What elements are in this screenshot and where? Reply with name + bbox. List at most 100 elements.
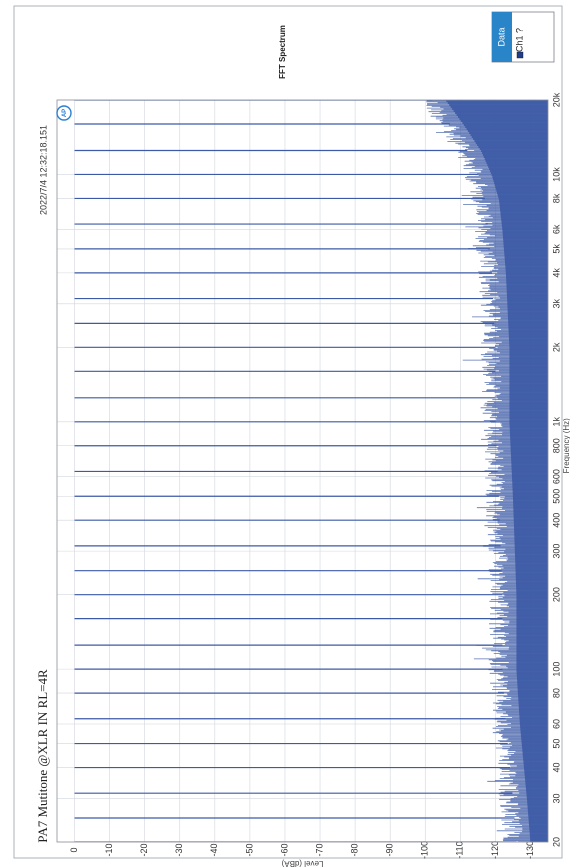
noise-floor-body	[513, 502, 548, 504]
noise-floor-body	[447, 102, 548, 104]
noise-floor-body	[507, 296, 548, 298]
noise-floor-body	[515, 572, 548, 574]
noise-floor-body	[481, 150, 548, 152]
noise-floor-body	[514, 544, 548, 546]
noise-floor-body	[511, 464, 548, 466]
noise-floor-body	[517, 682, 548, 684]
noise-floor-body	[515, 570, 548, 572]
noise-floor-body	[453, 110, 548, 112]
noise-floor-body	[521, 736, 548, 738]
noise-floor-body	[509, 434, 548, 436]
ap-logo-icon	[56, 105, 72, 121]
level-tick-label: -70	[314, 843, 324, 856]
noise-floor-body	[516, 662, 548, 664]
noise-floor-body	[522, 746, 548, 748]
noise-floor-body	[530, 838, 548, 840]
frequency-tick-label: 20k	[551, 92, 561, 107]
noise-floor-body	[517, 680, 548, 682]
noise-floor-body	[516, 620, 548, 622]
noise-floor-body	[516, 610, 548, 612]
frequency-tick-label: 200	[551, 587, 561, 602]
noise-floor-body	[526, 794, 548, 796]
noise-floor-body	[516, 648, 548, 650]
noise-floor-body	[508, 320, 548, 322]
noise-floor-body	[501, 222, 548, 224]
noise-floor-body	[517, 690, 548, 692]
noise-floor-body	[513, 506, 548, 508]
noise-floor-body	[509, 412, 548, 414]
noise-floor-body	[522, 754, 548, 756]
noise-floor-body	[489, 168, 548, 170]
noise-floor-body	[506, 292, 548, 294]
noise-floor-body	[523, 760, 548, 762]
noise-floor-body	[522, 756, 548, 758]
noise-floor-body	[514, 536, 548, 538]
noise-floor-body	[506, 286, 548, 288]
noise-floor-body	[506, 294, 548, 296]
noise-floor-body	[509, 372, 548, 374]
noise-floor-body	[510, 436, 548, 438]
noise-floor-body	[523, 766, 548, 768]
noise-floor-body	[516, 652, 548, 654]
noise-floor-body	[479, 148, 548, 150]
noise-floor-body	[516, 596, 548, 598]
noise-floor-body	[516, 646, 548, 648]
noise-floor-body	[511, 468, 548, 470]
noise-floor-body	[513, 516, 548, 518]
noise-floor-body	[516, 630, 548, 632]
noise-floor-body	[508, 330, 548, 332]
noise-floor-body	[520, 734, 548, 736]
noise-floor-body	[509, 358, 548, 360]
noise-floor-body	[515, 556, 548, 558]
noise-floor-body	[511, 456, 548, 458]
noise-floor-body	[513, 520, 548, 522]
frequency-tick-label: 8k	[551, 193, 561, 203]
noise-floor-body	[518, 708, 548, 710]
noise-floor-body	[509, 416, 548, 418]
noise-floor-body	[525, 780, 548, 782]
spectrum-trace-group	[74, 100, 548, 842]
noise-floor-body	[509, 364, 548, 366]
noise-floor-body	[509, 410, 548, 412]
noise-floor-body	[510, 442, 548, 444]
noise-floor-body	[488, 166, 548, 168]
noise-floor-body	[514, 532, 548, 534]
noise-floor-body	[509, 368, 548, 370]
noise-floor-body	[515, 574, 548, 576]
noise-floor-body	[509, 426, 548, 428]
noise-floor-body	[503, 246, 548, 248]
noise-floor-body	[486, 162, 548, 164]
noise-floor-body	[515, 564, 548, 566]
noise-floor-body	[503, 238, 548, 240]
noise-floor-body	[524, 768, 548, 770]
noise-floor-body	[503, 244, 548, 246]
noise-floor-body	[526, 790, 548, 792]
noise-floor-body	[452, 108, 548, 110]
noise-floor-body	[519, 714, 548, 716]
noise-floor-body	[516, 656, 548, 658]
noise-floor-body	[509, 386, 548, 388]
noise-floor-body	[465, 126, 548, 128]
frequency-tick-label: 40	[551, 763, 561, 773]
noise-floor-body	[500, 214, 548, 216]
level-tick-label: 0	[69, 847, 79, 852]
noise-floor-body	[482, 152, 548, 154]
noise-floor-body	[508, 336, 548, 338]
noise-floor-body	[516, 600, 548, 602]
noise-floor-body	[516, 624, 548, 626]
noise-floor-body	[504, 252, 548, 254]
noise-floor-body	[517, 692, 548, 694]
noise-floor-body	[514, 530, 548, 532]
noise-floor-body	[492, 176, 548, 178]
noise-floor-body	[529, 830, 548, 832]
noise-floor-body	[509, 346, 548, 348]
noise-floor-body	[509, 382, 548, 384]
noise-floor-body	[507, 300, 548, 302]
noise-floor-body	[518, 696, 548, 698]
frequency-tick-label: 80	[551, 688, 561, 698]
noise-floor-body	[501, 218, 548, 220]
noise-floor-body	[519, 716, 548, 718]
noise-floor-body	[505, 268, 548, 270]
noise-floor-body	[521, 744, 548, 746]
noise-floor-body	[507, 316, 548, 318]
